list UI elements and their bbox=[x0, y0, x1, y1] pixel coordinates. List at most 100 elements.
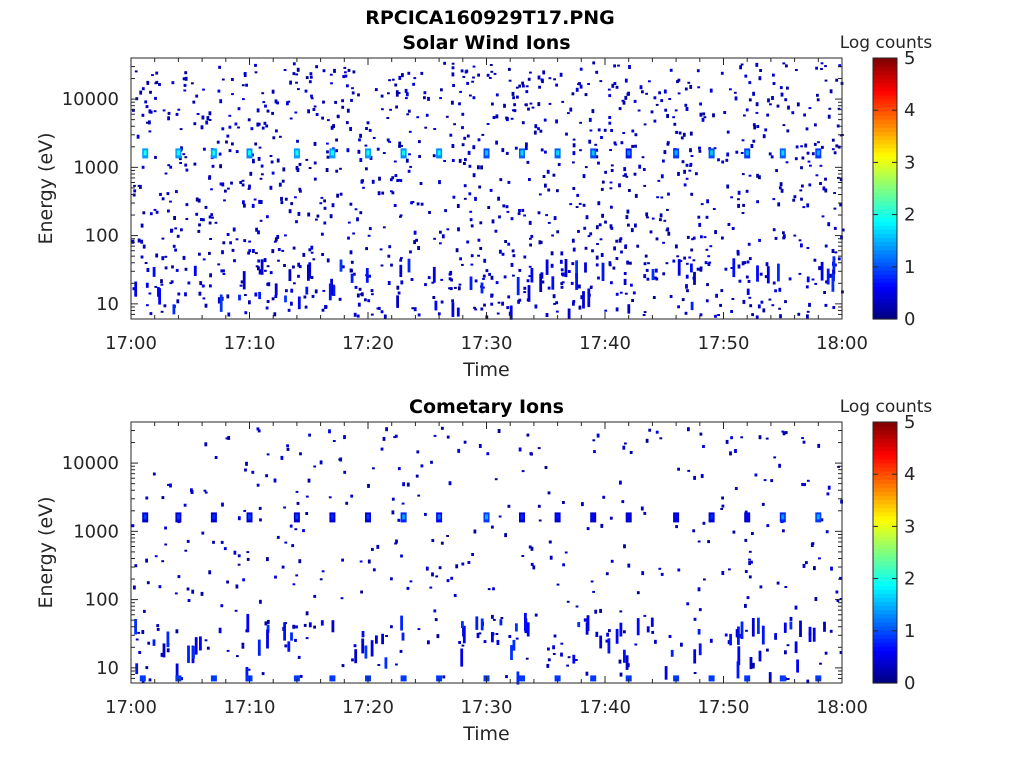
heatmap-cell bbox=[830, 566, 833, 571]
heatmap-cell bbox=[347, 221, 351, 224]
colorbar-segment bbox=[873, 192, 897, 198]
heatmap-cell bbox=[507, 242, 511, 246]
heatmap-cell bbox=[641, 156, 645, 159]
heatmap-cell bbox=[618, 107, 622, 111]
heatmap-cell bbox=[707, 255, 711, 258]
colorbar-segment bbox=[873, 556, 897, 562]
heatmap-cell bbox=[703, 116, 707, 119]
heatmap-cell bbox=[346, 84, 349, 88]
heatmap-cell bbox=[714, 230, 717, 235]
heatmap-cell bbox=[443, 160, 446, 162]
heatmap-cell bbox=[397, 92, 401, 94]
heatmap-cell bbox=[679, 260, 683, 262]
colorbar-segment bbox=[873, 601, 897, 607]
heatmap-streak bbox=[806, 276, 810, 283]
heatmap-cell bbox=[276, 158, 280, 163]
heatmap-cell bbox=[675, 244, 678, 249]
heatmap-cell bbox=[604, 170, 607, 174]
heatmap-cell bbox=[450, 576, 454, 580]
heatmap-streak bbox=[539, 273, 543, 292]
heatmap-cell bbox=[530, 562, 534, 566]
heatmap-peak-core bbox=[330, 514, 334, 520]
colorbar-segment bbox=[873, 225, 897, 230]
heatmap-cell bbox=[759, 69, 762, 72]
heatmap-cell bbox=[827, 114, 831, 119]
heatmap-cell bbox=[457, 448, 461, 453]
heatmap-cell bbox=[818, 557, 821, 560]
colorbar-segment bbox=[873, 634, 897, 639]
heatmap-cell bbox=[470, 263, 474, 266]
heatmap-peak-core bbox=[520, 150, 524, 156]
heatmap-cell bbox=[222, 269, 225, 273]
heatmap-cell bbox=[259, 177, 263, 180]
colorbar-segment bbox=[873, 270, 897, 275]
colorbar-segment bbox=[873, 515, 897, 521]
x-axis-label: Time bbox=[462, 723, 510, 745]
heatmap-cell bbox=[524, 146, 528, 151]
heatmap-cell bbox=[284, 541, 288, 544]
heatmap-cell bbox=[634, 643, 638, 646]
heatmap-cell bbox=[625, 215, 629, 220]
colorbar-tick-label: 0 bbox=[904, 309, 915, 330]
heatmap-cell bbox=[210, 188, 213, 191]
heatmap-cell bbox=[313, 177, 317, 181]
heatmap-cell bbox=[281, 565, 285, 569]
heatmap-cell bbox=[555, 301, 559, 305]
colorbar-segment bbox=[873, 249, 897, 255]
heatmap-cell bbox=[208, 119, 212, 121]
heatmap-band-cell bbox=[815, 675, 822, 682]
heatmap-cell bbox=[396, 285, 400, 290]
heatmap-cell bbox=[567, 270, 571, 273]
heatmap-cell bbox=[487, 206, 491, 209]
heatmap-cell bbox=[388, 140, 391, 143]
heatmap-cell bbox=[668, 98, 672, 100]
heatmap-cell bbox=[603, 128, 607, 132]
heatmap-cell bbox=[807, 160, 811, 163]
heatmap-cell bbox=[784, 300, 787, 304]
heatmap-streak bbox=[670, 649, 674, 657]
heatmap-cell bbox=[252, 249, 255, 253]
heatmap-cell bbox=[690, 155, 694, 157]
heatmap-cell bbox=[723, 111, 727, 114]
heatmap-cell bbox=[567, 656, 571, 659]
heatmap-cell bbox=[292, 62, 296, 66]
heatmap-cell bbox=[198, 291, 202, 296]
heatmap-peak-core bbox=[295, 150, 299, 156]
colorbar-segment bbox=[873, 585, 897, 590]
heatmap-cell bbox=[272, 136, 276, 140]
heatmap-cell bbox=[613, 141, 617, 145]
heatmap-cell bbox=[411, 307, 415, 310]
heatmap-cell bbox=[684, 311, 688, 315]
heatmap-cell bbox=[559, 259, 563, 264]
heatmap-cell bbox=[446, 435, 450, 439]
heatmap-cell bbox=[782, 124, 786, 127]
heatmap-cell bbox=[342, 75, 346, 79]
heatmap-cell bbox=[561, 100, 565, 103]
heatmap-streak bbox=[258, 291, 261, 300]
heatmap-cell bbox=[170, 228, 173, 233]
heatmap-cell bbox=[283, 506, 286, 509]
heatmap-cell bbox=[470, 224, 474, 228]
heatmap-cell bbox=[336, 193, 339, 198]
heatmap-cell bbox=[319, 460, 323, 465]
heatmap-cell bbox=[579, 121, 582, 124]
heatmap-cell bbox=[224, 189, 227, 193]
heatmap-cell bbox=[377, 306, 381, 310]
colorbar-frame bbox=[872, 421, 898, 684]
heatmap-cell bbox=[333, 68, 336, 73]
heatmap-cell bbox=[370, 289, 374, 293]
heatmap-cell bbox=[396, 178, 400, 181]
heatmap-cell bbox=[709, 88, 713, 93]
heatmap-cell bbox=[478, 185, 482, 189]
heatmap-cell bbox=[765, 262, 769, 267]
heatmap-cell bbox=[539, 240, 543, 244]
heatmap-band-cell bbox=[210, 675, 217, 682]
heatmap-cell bbox=[399, 214, 403, 217]
heatmap-cell bbox=[235, 238, 239, 241]
heatmap-streak bbox=[260, 259, 264, 275]
heatmap-cell bbox=[737, 264, 741, 269]
heatmap-cell bbox=[751, 532, 754, 535]
heatmap-cell bbox=[782, 431, 786, 436]
heatmap-streak bbox=[619, 622, 623, 637]
heatmap-cell bbox=[469, 210, 473, 213]
